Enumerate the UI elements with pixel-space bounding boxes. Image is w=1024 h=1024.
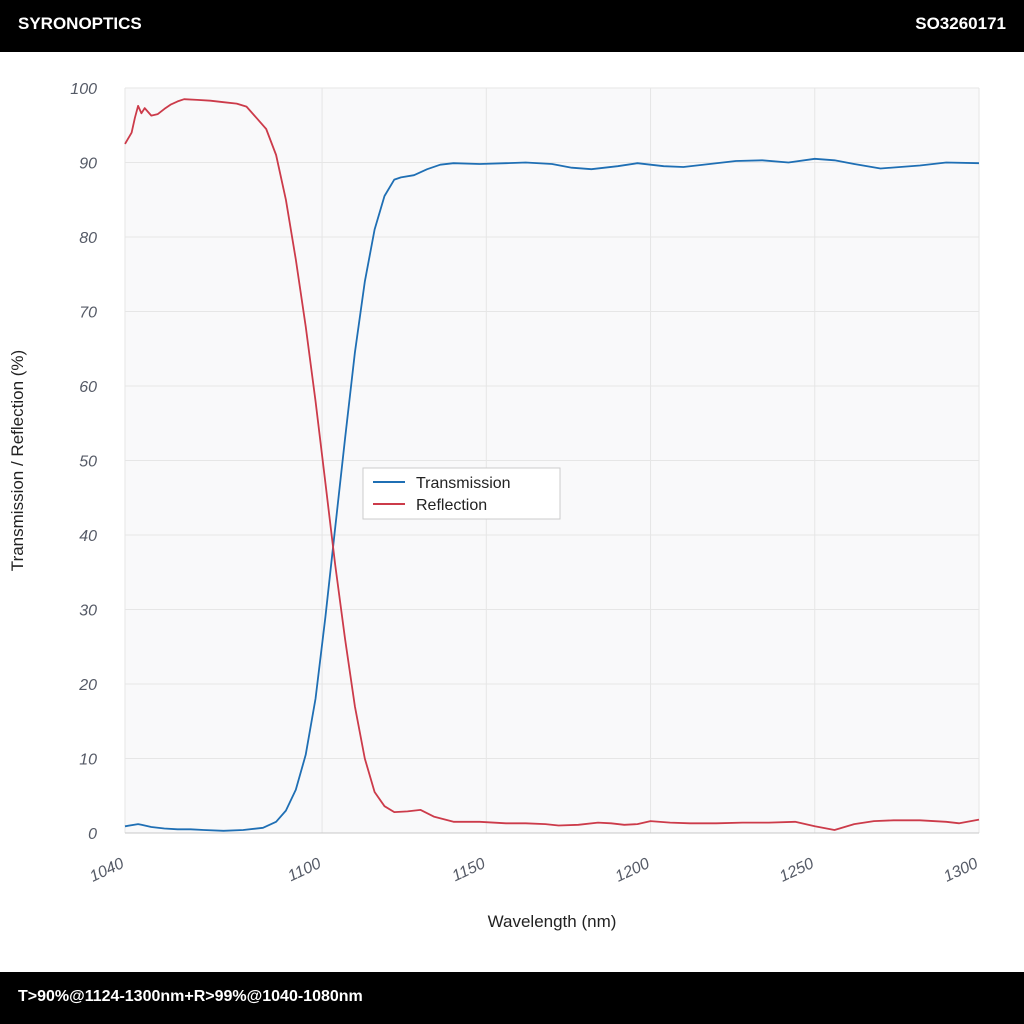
x-tick-label: 1200	[613, 855, 653, 885]
legend-label-reflection: Reflection	[416, 497, 487, 514]
x-ticks: 1040 1100 1150 1200 1250 1300	[87, 855, 981, 885]
y-tick-label: 40	[79, 528, 97, 545]
brand-name: SYRONOPTICS	[18, 14, 142, 33]
x-tick-label: 1150	[450, 855, 488, 885]
spec-text: T>90%@1124-1300nm+R>99%@1040-1080nm	[18, 988, 363, 1005]
grid-lines	[124, 87, 980, 834]
x-tick-label: 1250	[777, 855, 817, 885]
y-axis-label: Transmission / Reflection (%)	[8, 350, 27, 571]
y-tick-label: 90	[79, 156, 97, 173]
series-line-reflection	[124, 98, 980, 831]
x-tick-label: 1040	[87, 855, 127, 885]
y-tick-label: 10	[79, 752, 97, 769]
header-bar: SYRONOPTICS SO3260171	[0, 0, 1024, 52]
x-tick-label: 1300	[941, 855, 981, 885]
y-tick-label: 80	[79, 230, 97, 247]
y-tick-label: 100	[70, 81, 97, 98]
x-axis-label: Wavelength (nm)	[488, 912, 617, 931]
y-ticks: 0 10 20 30 40 50 60 70 80 90 100	[70, 81, 97, 843]
series-layer	[124, 98, 980, 832]
legend-label-transmission: Transmission	[416, 475, 511, 492]
y-tick-label: 60	[79, 379, 97, 396]
product-code: SO3260171	[915, 14, 1006, 33]
series-line-transmission	[124, 157, 980, 832]
legend: Transmission Reflection	[362, 467, 561, 520]
y-tick-label: 30	[79, 603, 97, 620]
footer-bar: T>90%@1124-1300nm+R>99%@1040-1080nm	[0, 972, 1024, 1024]
x-tick-label: 1100	[285, 855, 323, 885]
y-tick-label: 0	[88, 826, 97, 843]
y-tick-label: 50	[79, 454, 97, 471]
y-tick-label: 70	[79, 305, 97, 322]
legend-box	[362, 467, 561, 520]
y-tick-label: 20	[78, 677, 97, 694]
